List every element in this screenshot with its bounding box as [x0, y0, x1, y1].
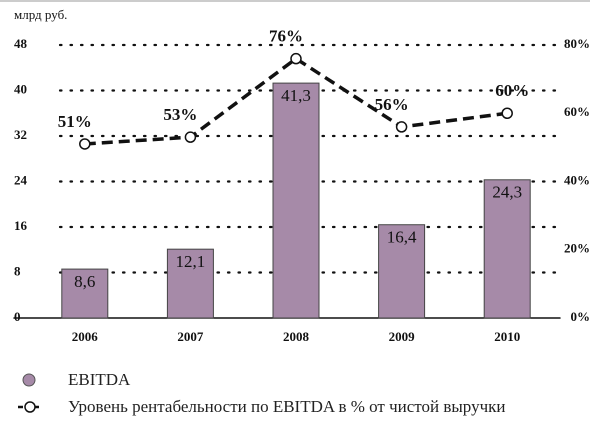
bar — [166, 248, 214, 319]
y-tick-label: 16 — [14, 218, 28, 233]
y2-tick-label: 80% — [564, 36, 590, 51]
unit-label: млрд руб. — [14, 7, 67, 22]
bar-value-label: 8,6 — [74, 272, 95, 291]
x-tick-label: 2010 — [494, 329, 520, 344]
x-tick-label: 2008 — [283, 329, 310, 344]
y-tick-label: 40 — [14, 81, 27, 96]
x-tick-label: 2007 — [177, 329, 204, 344]
line — [84, 56, 508, 146]
line-marker — [290, 52, 302, 65]
line-value-label: 76% — [269, 27, 303, 46]
bar-value-label: 24,3 — [492, 183, 522, 202]
y2-tick-label: 40% — [564, 172, 590, 187]
line-value-label: 56% — [375, 95, 409, 114]
y2-tick-label: 60% — [564, 104, 590, 119]
line-value-label: 60% — [495, 81, 529, 100]
y2-tick-label: 0% — [571, 309, 590, 324]
bar — [272, 82, 320, 319]
y-tick-label: 32 — [14, 127, 27, 142]
y-tick-label: 0 — [14, 309, 21, 324]
y-tick-label: 48 — [14, 36, 28, 51]
chart: млрд руб. 0 8 16 24 32 40 48 0% 20% 40% 60% 80% 2006… — [0, 0, 590, 344]
y-tick-label: 8 — [14, 263, 21, 278]
bar-value-label: 12,1 — [176, 252, 206, 271]
line-marker — [79, 138, 91, 150]
y-tick-label: 24 — [14, 172, 28, 187]
line-marker — [501, 107, 513, 119]
bar-value-label: 16,4 — [387, 228, 417, 247]
x-tick-label: 2009 — [389, 329, 416, 344]
line-marker — [184, 131, 197, 143]
legend-entry: EBITDA — [68, 370, 131, 389]
line-marker — [395, 121, 408, 133]
bar-value-label: 41,3 — [281, 86, 311, 105]
x-tick-label: 2006 — [72, 329, 99, 344]
y2-tick-label: 20% — [564, 241, 590, 256]
bar — [483, 179, 531, 319]
legend-entry: Уровень рентабельности по EBITDA в % от … — [68, 397, 506, 416]
line-value-label: 53% — [163, 105, 197, 124]
legend-line-marker — [24, 401, 36, 413]
legend-icons — [18, 373, 42, 413]
bar — [378, 224, 426, 319]
line-value-label: 51% — [58, 112, 92, 131]
bar — [61, 268, 109, 319]
legend-bar-icon — [22, 373, 36, 387]
